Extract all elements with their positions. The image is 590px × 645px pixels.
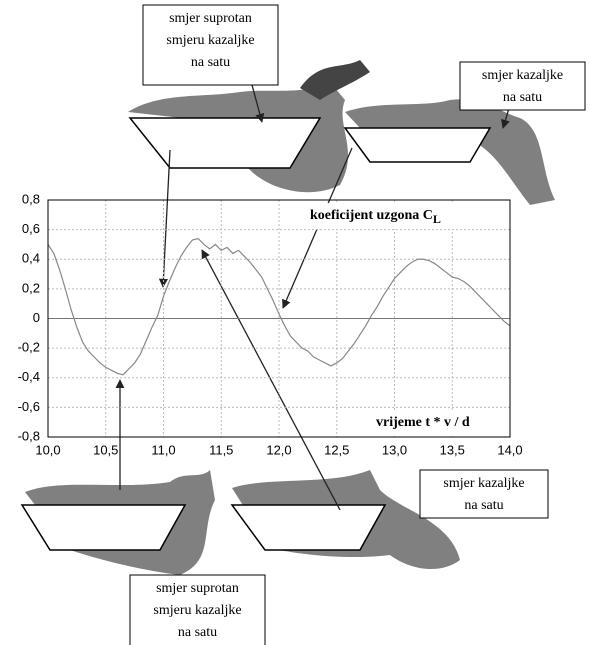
annotation-text: smjeru kazaljke xyxy=(166,33,254,48)
x-tick-label: 13,0 xyxy=(382,442,407,457)
y-tick-label: -0,2 xyxy=(18,340,40,355)
x-tick-label: 12,5 xyxy=(324,442,349,457)
annotation-box xyxy=(142,4,279,86)
y-tick-label: -0,8 xyxy=(18,428,40,443)
label-bg xyxy=(372,412,507,434)
annotation-text: na satu xyxy=(178,625,217,640)
y-tick-label: 0,4 xyxy=(22,251,40,266)
x-tick-label: 11,0 xyxy=(151,442,175,457)
y-label: koeficijent uzgona CL xyxy=(310,208,441,226)
annotation-text: na satu xyxy=(464,498,503,513)
data-line xyxy=(47,237,511,376)
x-tick-label: 13,5 xyxy=(440,442,465,457)
annotation-text: smjer kazaljke xyxy=(443,476,524,491)
annotation-box xyxy=(419,469,549,519)
annotations: smjer suprotan smjeru kazaljke na satu smje… xyxy=(129,4,586,645)
annotation-text: smjer suprotan xyxy=(156,581,239,596)
x-tick-label: 12,0 xyxy=(266,442,291,457)
annotation-box xyxy=(129,574,266,645)
annotation-text: smjer suprotan xyxy=(169,11,252,26)
label-bg xyxy=(305,203,505,229)
arrows xyxy=(115,84,511,511)
y-tick-label: -0,4 xyxy=(18,369,40,384)
x-tick-label: 11,5 xyxy=(209,442,233,457)
annotation-text: smjer kazaljke xyxy=(482,68,563,83)
x-label: vrijeme t * v / d xyxy=(376,415,470,430)
y-tick-label: -0,6 xyxy=(18,399,40,414)
plot-frame xyxy=(47,199,511,438)
y-tick-label: 0,6 xyxy=(22,221,40,236)
y-tick-label: 0,8 xyxy=(22,191,40,206)
x-tick-label: 14,0 xyxy=(497,442,522,457)
annotation-text: na satu xyxy=(191,55,230,70)
x-tick-label: 10,0 xyxy=(35,442,60,457)
annotation-box xyxy=(459,61,586,111)
y-tick-label: 0,2 xyxy=(22,280,40,295)
x-tick-label: 10,5 xyxy=(93,442,118,457)
annotation-text: smjeru kazaljke xyxy=(153,603,241,618)
annotation-text: na satu xyxy=(503,90,542,105)
y-tick-label: 0 xyxy=(33,310,40,325)
